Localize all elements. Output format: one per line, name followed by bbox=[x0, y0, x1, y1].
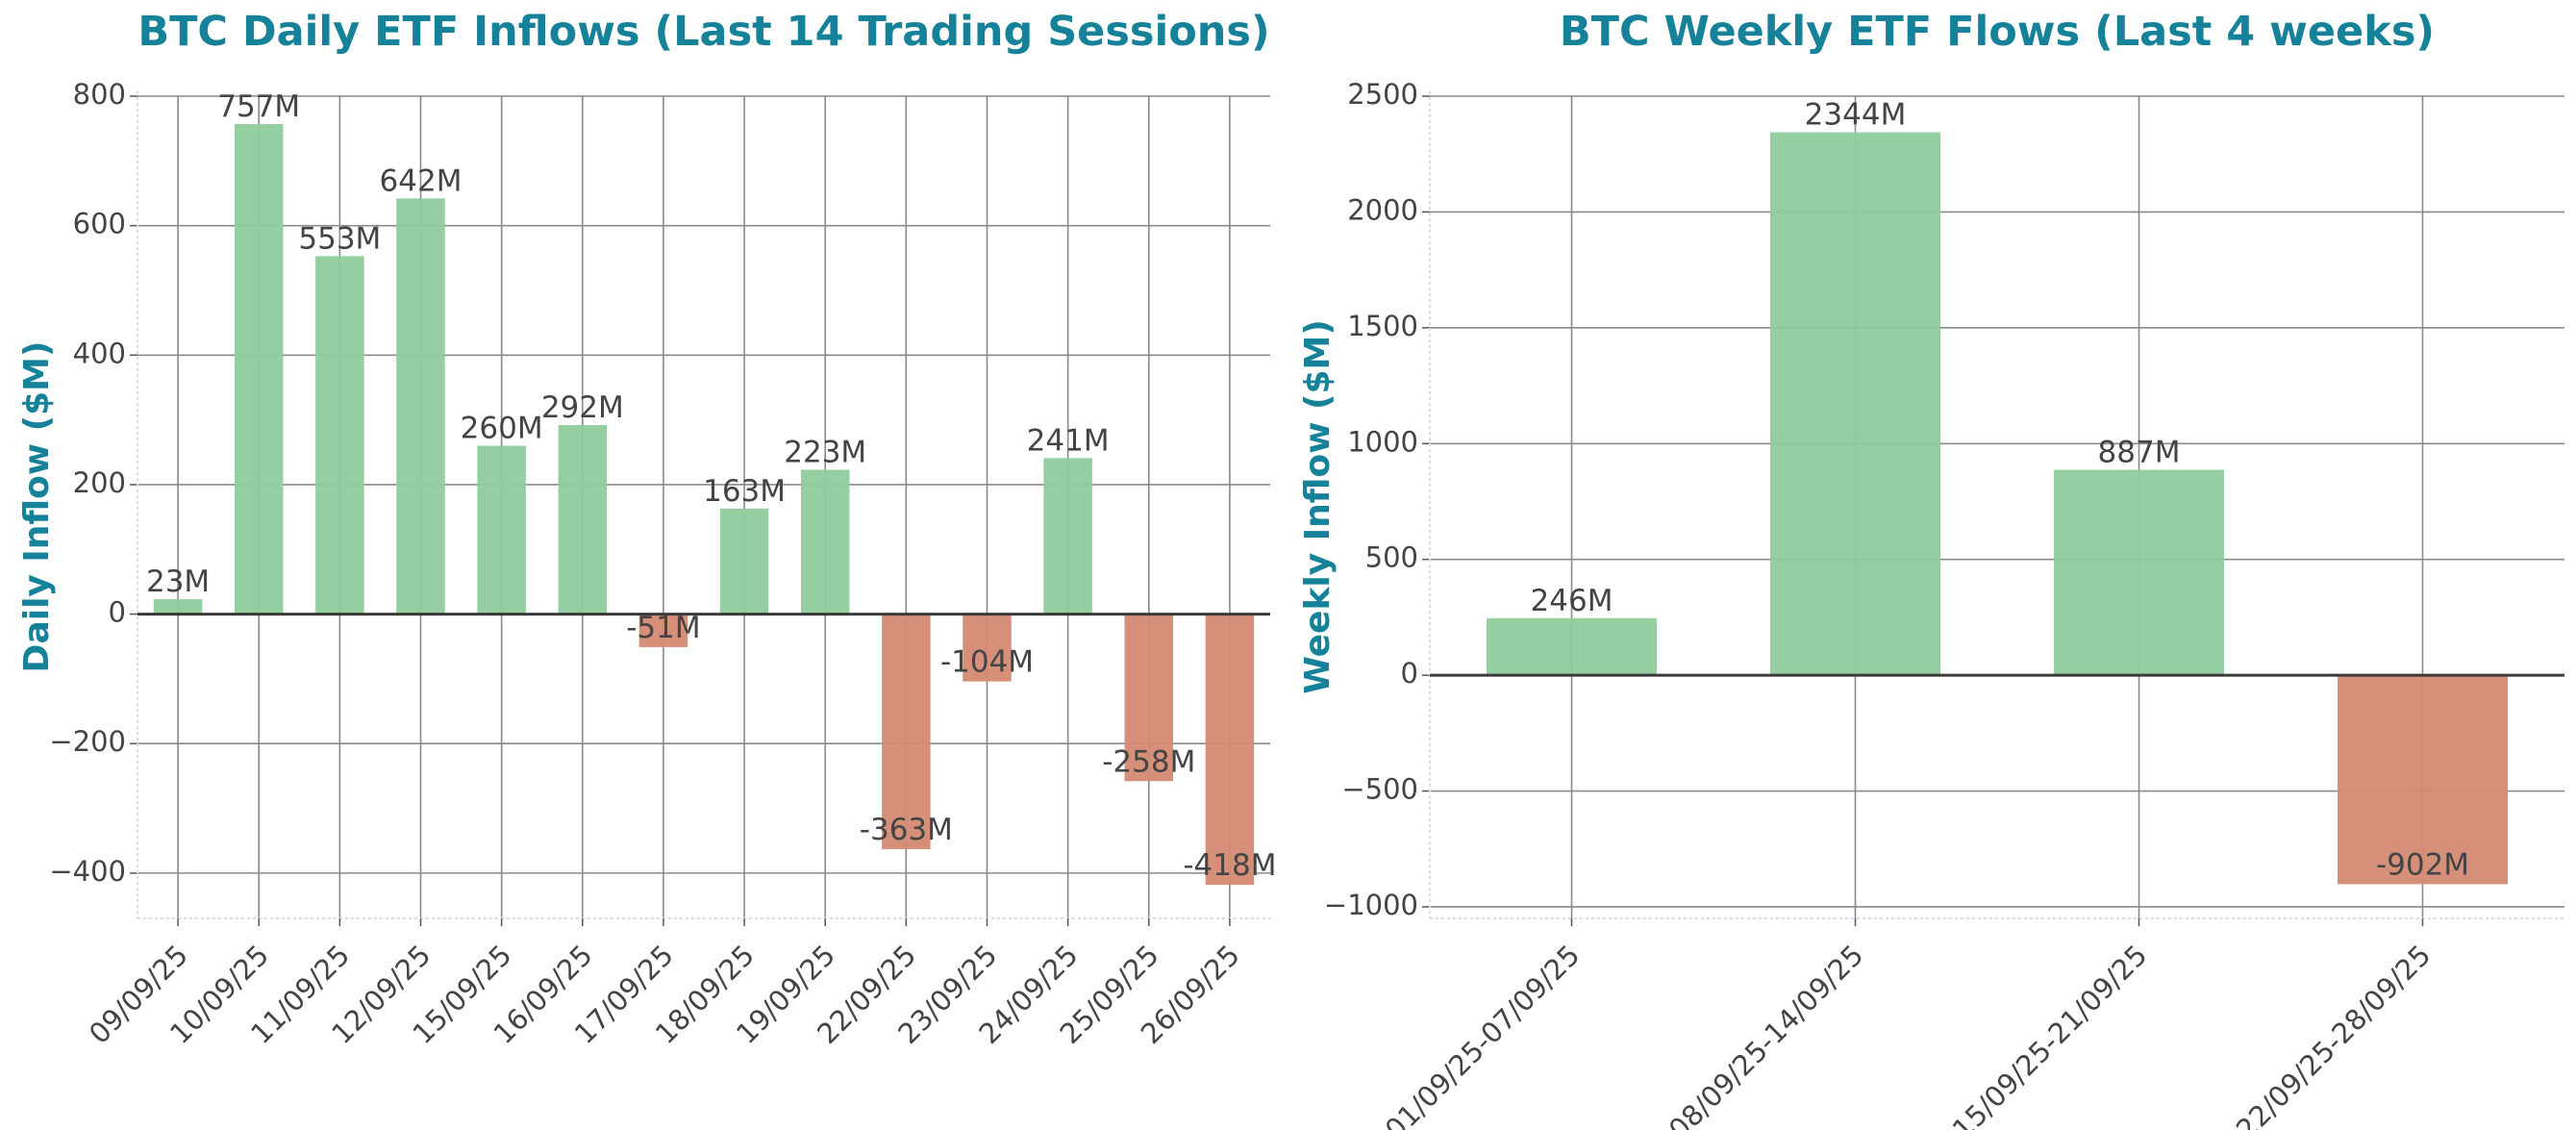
data-label: -418M bbox=[1183, 848, 1276, 883]
y-tick-label: 1500 bbox=[1347, 310, 1418, 342]
x-tick-label: 08/09/25-14/09/25 bbox=[1663, 939, 1870, 1130]
bar-19-09-25 bbox=[800, 469, 850, 615]
bar-17-09-25 bbox=[638, 614, 688, 647]
data-label: -902M bbox=[2376, 847, 2469, 882]
bar-15-09-25 bbox=[477, 445, 526, 615]
bar-09-09-25 bbox=[153, 599, 203, 615]
chart-title: BTC Daily ETF Inflows (Last 14 Trading S… bbox=[138, 8, 1269, 56]
data-label: -104M bbox=[940, 645, 1034, 680]
data-label: 2344M bbox=[1805, 98, 1907, 133]
y-tick-label: −200 bbox=[49, 725, 126, 758]
data-label: 292M bbox=[541, 390, 624, 425]
bar-10-09-25 bbox=[234, 123, 284, 615]
data-label: 553M bbox=[298, 221, 381, 256]
y-tick-label: 500 bbox=[1365, 541, 1418, 574]
bar-22-09-25 bbox=[882, 614, 931, 849]
data-label: 757M bbox=[217, 89, 300, 124]
bar-18-09-25 bbox=[719, 508, 769, 615]
y-tick-label: −500 bbox=[1341, 773, 1418, 806]
chart-title: BTC Weekly ETF Flows (Last 4 weeks) bbox=[1560, 8, 2435, 56]
data-label: 223M bbox=[784, 435, 866, 469]
bar-24-09-25 bbox=[1043, 458, 1092, 615]
y-axis-label: Weekly Inflow ($M) bbox=[1298, 319, 1338, 694]
bar-26-09-25 bbox=[1205, 614, 1255, 885]
data-label: 241M bbox=[1027, 423, 1110, 458]
bar-12-09-25 bbox=[396, 198, 445, 615]
x-tick-label: 01/09/25-07/09/25 bbox=[1379, 939, 1587, 1130]
y-tick-label: 400 bbox=[73, 337, 126, 369]
data-label: 642M bbox=[380, 163, 463, 198]
y-tick-label: 2000 bbox=[1347, 193, 1418, 226]
bar-01-09-25-07-09-25 bbox=[1487, 617, 1657, 676]
bar-23-09-25 bbox=[963, 614, 1012, 682]
data-label: -363M bbox=[860, 813, 953, 847]
y-tick-label: 0 bbox=[109, 596, 126, 629]
data-label: 260M bbox=[461, 412, 543, 446]
y-tick-label: 0 bbox=[1401, 657, 1418, 690]
data-label: 246M bbox=[1531, 584, 1613, 618]
x-tick-label: 15/09/25-21/09/25 bbox=[1946, 939, 2154, 1130]
y-tick-label: 600 bbox=[73, 208, 126, 240]
y-tick-label: 1000 bbox=[1347, 425, 1418, 458]
y-tick-label: −400 bbox=[49, 855, 126, 888]
bar-08-09-25-14-09-25 bbox=[1770, 132, 1940, 676]
bar-15-09-25-21-09-25 bbox=[2054, 469, 2224, 676]
data-label: -51M bbox=[626, 611, 700, 645]
data-label: 887M bbox=[2098, 435, 2181, 469]
y-tick-label: 2500 bbox=[1347, 78, 1418, 111]
y-tick-label: 200 bbox=[73, 466, 126, 499]
y-tick-label: 800 bbox=[73, 78, 126, 111]
data-label: 23M bbox=[146, 565, 210, 599]
bar-25-09-25 bbox=[1124, 614, 1174, 782]
data-label: -258M bbox=[1102, 744, 1195, 779]
data-label: 163M bbox=[703, 474, 786, 509]
y-tick-label: −1000 bbox=[1324, 889, 1418, 921]
bar-11-09-25 bbox=[315, 256, 364, 615]
bar-16-09-25 bbox=[558, 425, 608, 615]
bar-22-09-25-28-09-25 bbox=[2338, 675, 2508, 885]
x-tick-label: 22/09/25-28/09/25 bbox=[2230, 939, 2438, 1130]
y-axis-label: Daily Inflow ($M) bbox=[17, 341, 57, 673]
